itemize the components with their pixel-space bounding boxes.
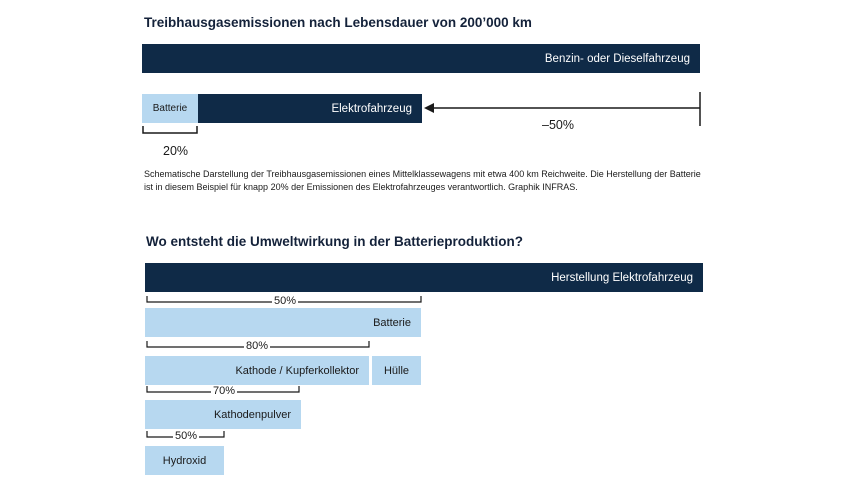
pct-level-3: 70% xyxy=(211,385,238,397)
bar-battery-production-label: Batterie xyxy=(373,316,411,329)
bar-conventional-label: Benzin- oder Dieselfahrzeug xyxy=(544,52,690,65)
bar-battery-label: Batterie xyxy=(152,103,188,114)
bar-casing-label: Hülle xyxy=(383,364,410,377)
battery-share-label: 20% xyxy=(163,144,189,158)
section2-title: Wo entsteht die Umweltwirkung in der Bat… xyxy=(146,234,524,249)
bar-cathode-powder: Kathodenpulver xyxy=(145,400,301,429)
section1-caption: Schematische Darstellung der Treibhausga… xyxy=(144,169,701,192)
bar-cathode-collector: Kathode / Kupferkollektor xyxy=(145,356,369,385)
bar-battery-production: Batterie xyxy=(145,308,421,337)
pct-level-4: 50% xyxy=(173,430,200,442)
bar-casing: Hülle xyxy=(372,356,421,385)
bar-battery: Batterie xyxy=(142,94,198,123)
section1-title: Treibhausgasemissionen nach Lebensdauer … xyxy=(144,15,532,30)
bar-electric-vehicle: Elektrofahrzeug xyxy=(198,94,422,123)
bar-electric-label: Elektrofahrzeug xyxy=(331,102,412,115)
bar-vehicle-production: Herstellung Elektrofahrzeug xyxy=(145,263,703,292)
reduction-label: –50% xyxy=(542,118,574,132)
bar-cathode-powder-label: Kathodenpulver xyxy=(213,408,291,421)
bar-hydroxide: Hydroxid xyxy=(145,446,224,475)
bar-cathode-collector-label: Kathode / Kupferkollektor xyxy=(235,364,359,377)
bar-vehicle-production-label: Herstellung Elektrofahrzeug xyxy=(551,271,693,284)
bar-conventional-vehicle: Benzin- oder Dieselfahrzeug xyxy=(142,44,700,73)
pct-level-1: 50% xyxy=(272,295,299,307)
reduction-arrow-head xyxy=(424,103,434,113)
battery-share-bracket xyxy=(142,126,198,134)
pct-level-2: 80% xyxy=(244,340,271,352)
bar-hydroxide-label: Hydroxid xyxy=(162,454,207,467)
